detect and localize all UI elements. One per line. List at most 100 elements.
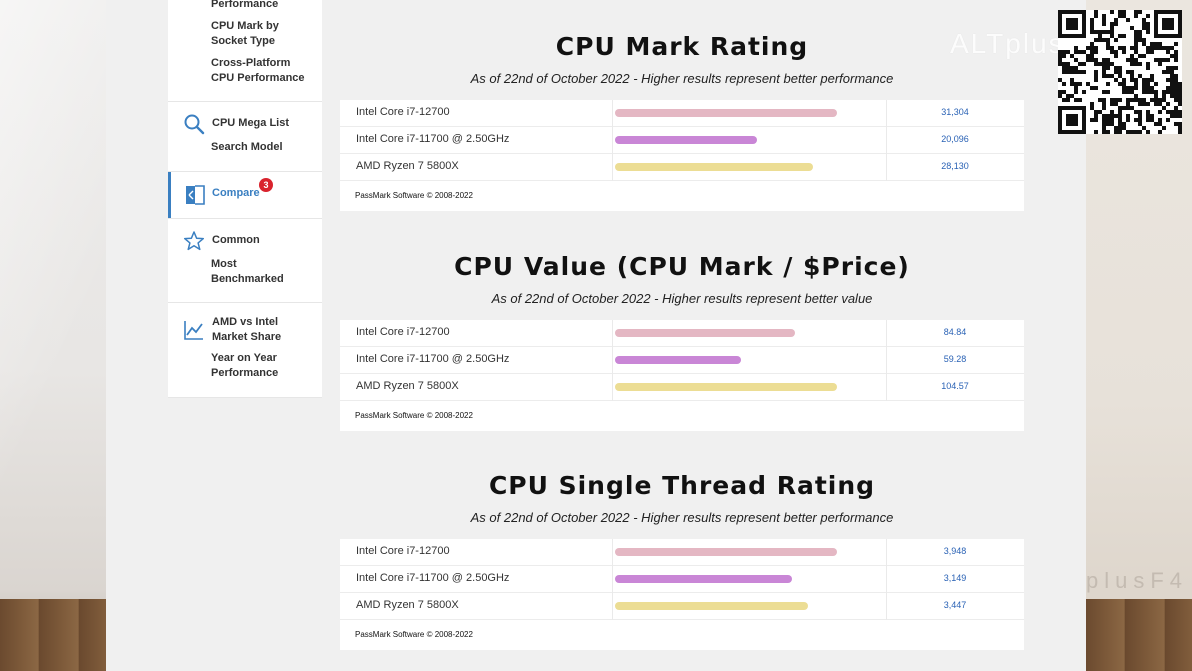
qr-module — [1090, 54, 1094, 58]
qr-module — [1150, 42, 1154, 46]
qr-module — [1110, 22, 1114, 26]
qr-module — [1166, 90, 1170, 94]
table-row[interactable]: Intel Core i7-11700 @ 2.50GHz 20,096 — [340, 127, 1024, 154]
qr-module — [1062, 54, 1066, 58]
qr-module — [1102, 18, 1106, 22]
qr-module — [1150, 90, 1154, 94]
cpu-name[interactable]: Intel Core i7-11700 @ 2.50GHz — [356, 572, 510, 584]
qr-module — [1066, 66, 1070, 70]
light-reflection — [0, 0, 106, 600]
sidebar-item-amd-vs-intel[interactable]: AMD vs Intel Market Share — [212, 315, 281, 345]
table-row[interactable]: Intel Core i7-11700 @ 2.50GHz 3,149 — [340, 566, 1024, 593]
qr-module — [1074, 98, 1078, 102]
qr-module — [1146, 26, 1150, 30]
qr-module — [1174, 54, 1178, 58]
sidebar-item-compare[interactable]: Compare 3 — [168, 172, 322, 219]
sidebar-item-year-on-year[interactable]: Year on Year Performance — [211, 351, 278, 381]
qr-module — [1118, 82, 1122, 86]
cpu-name[interactable]: AMD Ryzen 7 5800X — [356, 380, 459, 392]
qr-module — [1094, 70, 1098, 74]
qr-module — [1138, 74, 1142, 78]
qr-module — [1154, 58, 1158, 62]
qr-module — [1146, 110, 1150, 114]
qr-module — [1126, 98, 1130, 102]
chart-footer: PassMark Software © 2008-2022 — [355, 191, 473, 200]
qr-module — [1134, 62, 1138, 66]
cpu-name[interactable]: Intel Core i7-12700 — [356, 326, 450, 338]
score-bar — [615, 602, 808, 610]
qr-module — [1090, 118, 1094, 122]
qr-module — [1090, 102, 1094, 106]
sidebar-item-socket-type[interactable]: CPU Mark by Socket Type — [211, 19, 279, 49]
qr-module — [1146, 14, 1150, 18]
cpu-name[interactable]: Intel Core i7-11700 @ 2.50GHz — [356, 353, 510, 365]
most-label-line1: Most — [211, 258, 237, 270]
table-row[interactable]: Intel Core i7-12700 31,304 — [340, 100, 1024, 127]
qr-module — [1150, 78, 1154, 82]
amd-label-line1: AMD vs Intel — [212, 316, 279, 328]
qr-module — [1094, 110, 1098, 114]
qr-module — [1110, 26, 1114, 30]
qr-module — [1122, 50, 1126, 54]
qr-module — [1154, 94, 1158, 98]
qr-module — [1098, 38, 1102, 42]
qr-module — [1170, 86, 1174, 90]
qr-module — [1110, 114, 1114, 118]
sidebar-item-common[interactable]: Common — [212, 234, 260, 246]
qr-module — [1130, 58, 1134, 62]
qr-module — [1174, 42, 1178, 46]
qr-module — [1066, 50, 1070, 54]
table-row[interactable]: Intel Core i7-12700 3,948 — [340, 539, 1024, 566]
table-row[interactable]: Intel Core i7-11700 @ 2.50GHz 59.28 — [340, 347, 1024, 374]
qr-module — [1142, 90, 1146, 94]
qr-module — [1142, 26, 1146, 30]
qr-module — [1174, 110, 1178, 114]
sidebar-item-search-model[interactable]: Search Model — [211, 141, 283, 153]
qr-module — [1166, 46, 1170, 50]
qr-module — [1166, 86, 1170, 90]
qr-module — [1130, 130, 1134, 134]
sidebar-item-mega-list[interactable]: CPU Mega List — [212, 117, 290, 129]
qr-module — [1066, 98, 1070, 102]
qr-module — [1122, 14, 1126, 18]
qr-module — [1162, 106, 1166, 110]
table-row[interactable]: AMD Ryzen 7 5800X 3,447 — [340, 593, 1024, 620]
qr-module — [1114, 66, 1118, 70]
sidebar-item-most-benchmarked[interactable]: Most Benchmarked — [211, 257, 284, 287]
qr-module — [1138, 118, 1142, 122]
cpu-name[interactable]: Intel Core i7-12700 — [356, 545, 450, 557]
qr-module — [1094, 30, 1098, 34]
qr-module — [1106, 66, 1110, 70]
qr-module — [1166, 118, 1170, 122]
sidebar-item-cross-platform[interactable]: Cross-Platform CPU Performance — [211, 56, 305, 86]
qr-module — [1106, 62, 1110, 66]
cpu-name[interactable]: AMD Ryzen 7 5800X — [356, 160, 459, 172]
qr-module — [1106, 130, 1110, 134]
qr-module — [1102, 126, 1106, 130]
qr-module — [1138, 30, 1142, 34]
qr-module — [1102, 74, 1106, 78]
score-bar — [615, 575, 792, 583]
qr-module — [1122, 10, 1126, 14]
qr-module — [1166, 70, 1170, 74]
qr-module — [1058, 54, 1062, 58]
watermark-small: plusF4 — [1086, 568, 1189, 593]
qr-module — [1110, 98, 1114, 102]
qr-module — [1078, 98, 1082, 102]
score-bar — [615, 383, 837, 391]
qr-module — [1154, 46, 1158, 50]
cpu-name[interactable]: AMD Ryzen 7 5800X — [356, 599, 459, 611]
table-row[interactable]: AMD Ryzen 7 5800X 104.57 — [340, 374, 1024, 401]
table-row[interactable]: Intel Core i7-12700 84.84 — [340, 320, 1024, 347]
table-row[interactable]: AMD Ryzen 7 5800X 28,130 — [340, 154, 1024, 181]
sidebar-group-market-share: AMD vs Intel Market Share Year on Year P… — [168, 303, 322, 398]
qr-module — [1098, 110, 1102, 114]
qr-module — [1058, 94, 1062, 98]
sidebar-item-performance[interactable]: Performance — [211, 0, 279, 10]
qr-module — [1126, 58, 1130, 62]
cpu-name[interactable]: Intel Core i7-12700 — [356, 106, 450, 118]
qr-module — [1098, 98, 1102, 102]
qr-module — [1094, 114, 1098, 118]
cpu-name[interactable]: Intel Core i7-11700 @ 2.50GHz — [356, 133, 510, 145]
qr-module — [1106, 118, 1110, 122]
